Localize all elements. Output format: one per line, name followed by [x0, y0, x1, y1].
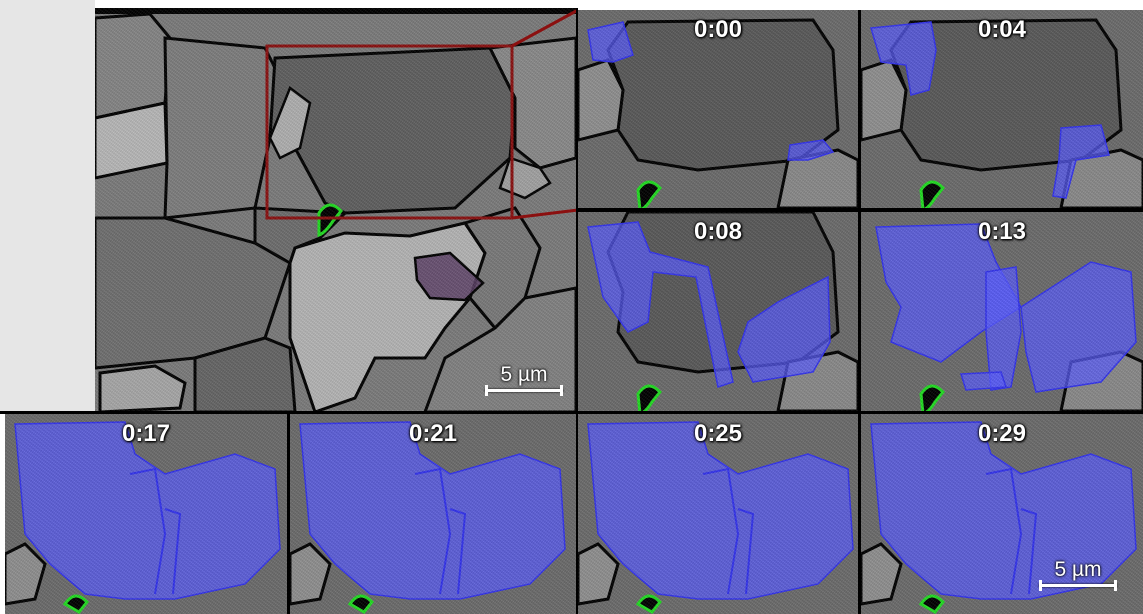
- green-marker-icon: [636, 384, 662, 411]
- scale-bar: 5 µm: [485, 363, 563, 396]
- time-frame: 0:29 5 µm: [861, 414, 1143, 614]
- frame-time-label: 0:29: [977, 420, 1027, 447]
- panel-divider: [578, 208, 1143, 212]
- green-marker-icon: [317, 203, 343, 238]
- time-frame: 0:04: [861, 10, 1143, 208]
- blank-margin: [0, 0, 95, 412]
- scale-bar-label: 5 µm: [500, 363, 548, 386]
- time-frame: 0:13: [861, 212, 1143, 411]
- green-marker-icon: [918, 594, 945, 614]
- green-marker-icon: [919, 384, 945, 411]
- zoom-region-box: [265, 44, 514, 220]
- green-marker-icon: [636, 180, 662, 208]
- overview-grain-map: [95, 8, 576, 412]
- frame-time-label: 0:04: [977, 16, 1027, 43]
- frame-time-label: 0:13: [977, 218, 1027, 245]
- panel-divider: [576, 8, 578, 614]
- time-frame: 0:25: [578, 414, 858, 614]
- scale-bar-label: 5 µm: [1054, 558, 1102, 581]
- panel-divider: [0, 411, 1143, 414]
- frame-time-label: 0:21: [408, 420, 458, 447]
- time-frame: 0:00: [578, 10, 858, 208]
- green-marker-icon: [62, 594, 89, 614]
- time-frame: 0:08: [578, 212, 858, 411]
- green-marker-icon: [347, 594, 374, 614]
- green-marker-icon: [919, 180, 945, 208]
- frame-time-label: 0:25: [693, 420, 743, 447]
- time-frame: 0:17: [5, 414, 287, 614]
- frame-time-label: 0:00: [693, 16, 743, 43]
- panel-divider: [287, 414, 290, 614]
- frame-time-label: 0:17: [121, 420, 171, 447]
- green-marker-icon: [635, 594, 662, 614]
- panel-divider: [858, 10, 861, 614]
- time-frame: 0:21: [290, 414, 576, 614]
- frame-time-label: 0:08: [693, 218, 743, 245]
- scale-bar: 5 µm: [1039, 558, 1117, 591]
